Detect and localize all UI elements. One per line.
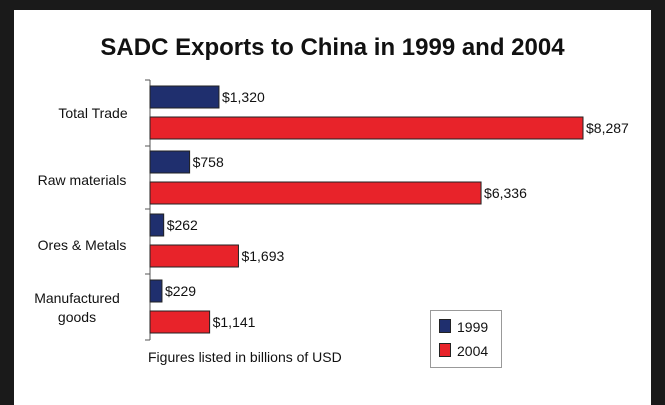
legend-label-2004: 2004 — [457, 343, 489, 359]
units-note: Figures listed in billions of USD — [148, 349, 342, 365]
frame-right-border — [651, 0, 665, 405]
data-label-2004-3: $1,141 — [213, 314, 256, 330]
frame-left-border — [0, 0, 14, 405]
bar-2004-1 — [149, 181, 482, 205]
bar-1999-0 — [149, 85, 220, 109]
category-label-manufactured-goods: Manufactured goods — [34, 290, 120, 325]
bar-1999-3 — [149, 279, 163, 303]
data-label-2004-1: $6,336 — [484, 185, 527, 201]
frame-top-border — [0, 0, 665, 10]
chart-title: SADC Exports to China in 1999 and 2004 — [100, 34, 565, 61]
category-label-ores-metals: Ores & Metals — [37, 237, 127, 253]
category-label-total-trade: Total Trade — [58, 105, 128, 121]
chart-panel — [14, 10, 651, 405]
legend-item-2004: 2004 — [439, 343, 488, 359]
bar-2004-0 — [149, 116, 584, 140]
legend-swatch-2004 — [439, 343, 451, 357]
legend-item-1999: 1999 — [439, 319, 488, 335]
data-label-1999-2: $262 — [167, 217, 198, 233]
category-label-raw-materials: Raw materials — [37, 172, 127, 188]
bar-2004-2 — [149, 244, 239, 268]
bar-1999-2 — [149, 213, 165, 237]
bar-2004-3 — [149, 310, 211, 334]
legend-label-1999: 1999 — [457, 319, 489, 335]
data-label-1999-0: $1,320 — [222, 89, 265, 105]
bar-1999-1 — [149, 150, 191, 174]
data-label-1999-1: $758 — [193, 154, 224, 170]
legend: 1999 2004 — [430, 310, 502, 368]
legend-swatch-1999 — [439, 319, 451, 333]
data-label-2004-2: $1,693 — [241, 248, 284, 264]
data-label-2004-0: $8,287 — [586, 120, 629, 136]
data-label-1999-3: $229 — [165, 283, 196, 299]
